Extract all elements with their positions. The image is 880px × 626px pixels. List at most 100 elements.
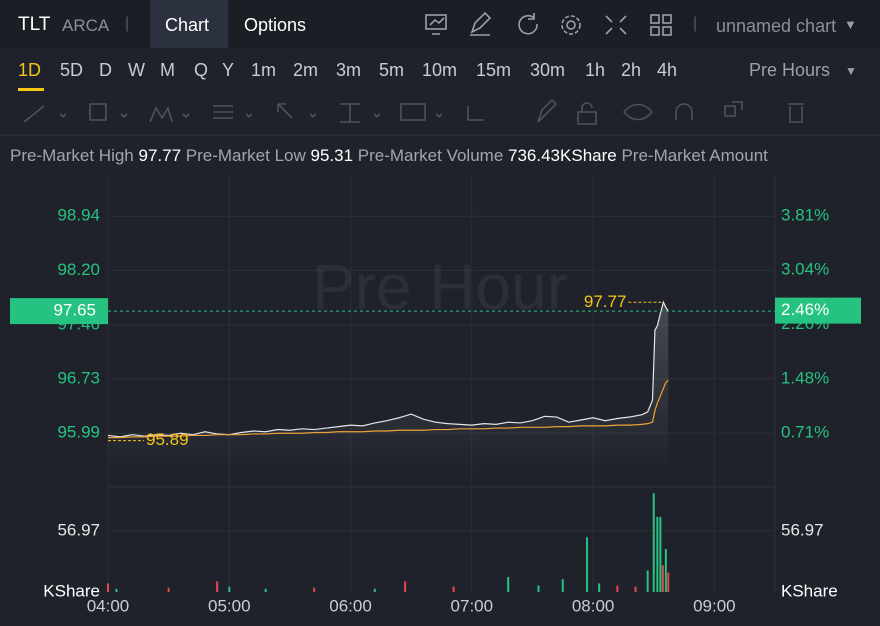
last-change-label: 2.46% [781,300,829,319]
dropdown-arrow[interactable]: ▼ [844,17,857,32]
tab[interactable]: Options [244,15,307,35]
low-marker-label: 95.89 [146,430,189,449]
y-tick-label: 98.20 [57,260,100,279]
y-tick-label: 95.99 [57,423,100,442]
drawing-tools [0,98,880,136]
divider: | [693,15,698,32]
x-tick-label: 06:00 [329,596,372,615]
icon[interactable] [518,13,538,35]
y2-tick-label: 1.48% [781,369,829,388]
volume-bar [598,583,601,592]
period[interactable]: 5m [379,60,405,80]
volume-bar [656,516,659,592]
period[interactable]: Y [222,60,235,80]
y2-tick-label: 3.81% [781,206,829,225]
volume-bar [373,588,376,592]
info-value: 736.43KShare [508,146,617,165]
period[interactable]: 15m [476,60,512,80]
divider: | [125,15,130,32]
y-tick-label: 56.97 [57,520,100,539]
period[interactable]: D [99,60,112,80]
volume-bar [507,576,510,592]
volume-bar [667,572,670,592]
period[interactable]: 2h [621,60,642,80]
exchange: ARCA [62,16,110,35]
volume-bar [652,493,655,592]
x-tick-label: 05:00 [208,596,251,615]
volume-bar [634,586,637,592]
icon[interactable] [470,11,492,36]
icon[interactable] [650,14,672,36]
unit-label: KShare [43,581,100,600]
price-line [107,300,669,438]
volume-bar [664,549,667,592]
period[interactable]: 4h [657,60,678,80]
volume-bar [661,565,664,592]
session[interactable]: Pre Hours [749,60,831,80]
period[interactable]: 1h [585,60,606,80]
y-tick-label: 96.73 [57,368,100,387]
info-value: 95.31 [310,146,354,165]
period[interactable]: W [128,60,145,80]
x-tick-label: 09:00 [693,596,736,615]
info-label: Pre-Market Volume [357,146,504,165]
dropdown-arrow[interactable]: ▼ [845,64,857,78]
info-label: Pre-Market High [10,146,134,165]
x-tick-label: 07:00 [451,596,494,615]
chart-name[interactable]: unnamed chart [716,16,837,36]
tab-active[interactable] [150,0,228,48]
y-tick-label: 98.94 [57,206,100,225]
icon[interactable] [605,15,627,35]
symbol: TLT [18,14,51,35]
y2-tick-label: 3.04% [781,260,829,279]
volume-bar [216,581,219,592]
period[interactable]: 3m [336,60,362,80]
volume-bar [537,585,540,592]
info-label: Pre-Market Amount [621,146,768,165]
period[interactable]: 2m [293,60,319,80]
period[interactable]: Q [194,60,209,80]
tab[interactable]: Chart [165,15,210,35]
last-price-label: 97.65 [53,301,96,320]
last-change-box [775,297,861,324]
period[interactable]: 30m [530,60,566,80]
info-value: 97.77 [138,146,182,165]
period[interactable]: M [160,60,175,80]
price-area [108,302,669,470]
volume-bar [167,587,170,592]
y2-tick-label: 56.97 [781,520,824,539]
volume-bar [659,516,662,592]
x-tick-label: 04:00 [87,596,130,615]
last-price-box [10,298,108,325]
volume-bar [115,588,118,592]
volume-bar [586,537,589,592]
period[interactable]: 10m [422,60,458,80]
volume-bar [616,585,619,592]
icon[interactable] [561,15,581,35]
y2-tick-label: 0.71% [781,422,829,441]
volume-bar [313,587,316,592]
volume-bar [561,579,564,592]
average-line [108,379,669,439]
x-tick-label: 08:00 [572,596,615,615]
top-bar: TLT ARCA | Chart Options | unnamed chart… [0,0,880,48]
volume-bar [646,570,649,592]
info-bar: Pre-Market High 97.77 Pre-Market Low 95.… [10,146,768,166]
toolbar-icons [425,11,672,36]
volume-bar [107,583,109,592]
unit-label: KShare [781,581,838,600]
high-marker-label: 97.77 [584,292,627,311]
period[interactable]: 5D [60,60,84,80]
volume-bar [452,586,455,592]
icon[interactable] [425,14,447,35]
volume-bar [228,586,231,592]
info-label: Pre-Market Low [185,146,306,165]
period[interactable]: 1m [251,60,277,80]
watermark: Pre Hour [312,251,568,323]
period-underline [18,88,44,91]
volume-bar [264,588,267,592]
period[interactable]: 1D [18,60,42,80]
volume-bar [404,581,407,592]
